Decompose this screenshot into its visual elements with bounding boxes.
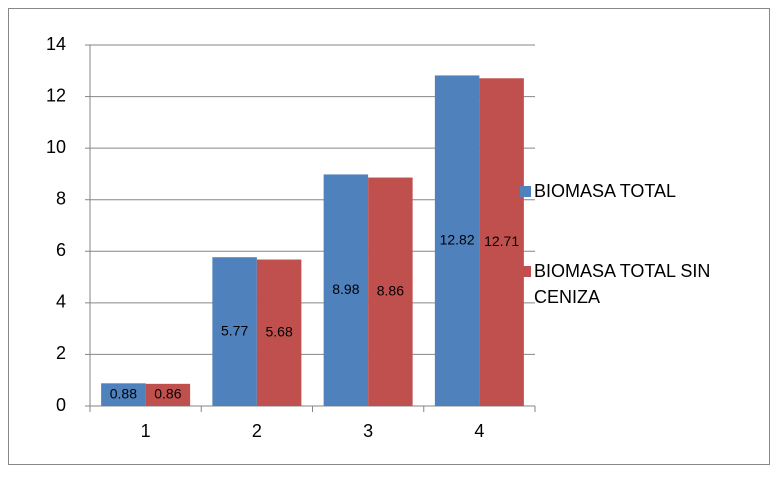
data-label: 12.82	[440, 231, 475, 247]
data-label: 8.86	[377, 282, 404, 298]
bar	[212, 257, 257, 406]
legend-swatch	[520, 266, 531, 277]
data-label: 8.98	[332, 281, 359, 297]
y-tick-label: 6	[56, 240, 66, 260]
data-label: 0.88	[110, 385, 137, 401]
chart-border	[8, 8, 770, 465]
bar	[434, 75, 480, 407]
y-tick-label: 8	[56, 188, 66, 208]
x-tick-label: 3	[363, 421, 373, 441]
x-tick-label: 1	[141, 421, 151, 441]
bar	[323, 174, 369, 406]
legend-label: BIOMASA TOTAL	[534, 181, 677, 201]
y-tick-label: 14	[46, 34, 66, 54]
y-tick-label: 12	[46, 85, 66, 105]
data-label: 5.77	[221, 322, 248, 338]
data-label: 12.71	[484, 233, 519, 249]
y-tick-label: 0	[56, 395, 66, 415]
x-tick-label: 4	[474, 421, 484, 441]
y-tick-label: 10	[46, 137, 66, 157]
data-label: 0.86	[154, 386, 181, 402]
legend-item: BIOMASA TOTAL	[520, 178, 750, 204]
bar	[101, 383, 146, 406]
data-label: 5.68	[266, 323, 293, 339]
bar	[256, 259, 302, 406]
y-tick-label: 2	[56, 343, 66, 363]
legend-swatch	[520, 186, 531, 197]
legend-label: BIOMASA TOTAL SIN CENIZA	[534, 261, 711, 307]
x-tick-label: 2	[252, 421, 262, 441]
bar	[145, 383, 191, 406]
y-tick-label: 4	[56, 292, 66, 312]
legend-item: BIOMASA TOTAL SIN CENIZA	[520, 258, 750, 310]
bar	[368, 177, 413, 406]
bar	[479, 78, 524, 406]
